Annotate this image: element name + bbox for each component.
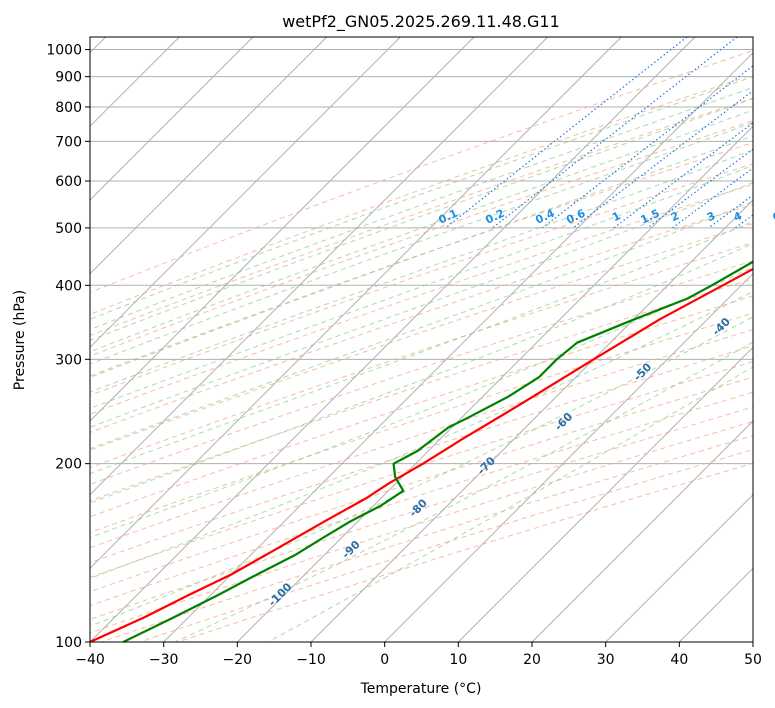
isotherm--30 xyxy=(163,51,753,642)
mixing-ratio-label: 6 xyxy=(770,209,775,224)
y-tick-label: 400 xyxy=(55,278,82,294)
x-tick-label: 30 xyxy=(597,652,615,668)
dry-adiabat--20 xyxy=(90,74,753,315)
plot-frame xyxy=(89,36,754,643)
y-tick-label: 500 xyxy=(55,221,82,237)
sounding-layer xyxy=(90,260,753,642)
y-tick-label: 800 xyxy=(55,100,82,116)
isotherm--80 xyxy=(90,37,401,349)
moist-adiabat-40 xyxy=(174,341,753,642)
x-tick-label: 20 xyxy=(523,652,541,668)
y-tick-label: 700 xyxy=(55,134,82,150)
dry-adiabat--30 xyxy=(90,50,753,293)
isotherm--70 xyxy=(90,37,475,422)
x-axis-label: Temperature (°C) xyxy=(360,681,482,697)
dry-adiabat-10 xyxy=(90,142,753,377)
moist-adiabat-20 xyxy=(90,220,753,475)
dry-adiabat-90 xyxy=(90,295,753,518)
series-dewpoint xyxy=(122,260,753,642)
x-tick-label: −40 xyxy=(75,652,105,668)
dry-adiabat-150 xyxy=(90,391,753,607)
mixing-ratio-line-0.4 xyxy=(542,65,753,229)
mixing-ratio-line-0.2 xyxy=(492,37,738,229)
mixing-ratio-line-0.6 xyxy=(572,89,753,229)
isotherm-10 xyxy=(457,346,753,642)
isotherm--100 xyxy=(90,37,254,201)
mixing-ratio-line-2 xyxy=(672,167,753,229)
axes-layer: −40 −30 −20 −10 0 10 20 30 40 50 1000 900 800 700 600 5… xyxy=(46,43,762,668)
dry-adiabat-70 xyxy=(90,260,753,485)
y-tick-label: 300 xyxy=(55,352,82,368)
y-axis-label: Pressure (hPa) xyxy=(12,290,28,390)
moist-adiabat-24 xyxy=(90,242,753,504)
y-tick-label: 1000 xyxy=(46,43,82,59)
x-tick-label: 0 xyxy=(380,652,389,668)
chart-title: wetPf2_GN05.2025.269.11.48.G11 xyxy=(282,12,560,32)
dry-adiabat-30 xyxy=(90,183,753,415)
isotherm--50 xyxy=(90,37,622,570)
dry-adiabats-layer xyxy=(90,50,753,642)
x-tick-label: −30 xyxy=(149,652,179,668)
grid-layer xyxy=(90,37,753,642)
moist-adiabat-8 xyxy=(90,164,753,410)
isotherm--40 xyxy=(90,37,696,642)
moist-adiabat-0 xyxy=(90,135,753,378)
moist-adiabat-16 xyxy=(90,200,753,450)
dry-adiabat-110 xyxy=(90,329,753,549)
isotherm--60 xyxy=(90,37,549,496)
dry-adiabat-140 xyxy=(90,376,753,593)
y-tick-label: 900 xyxy=(55,70,82,86)
x-tick-label: −10 xyxy=(296,652,326,668)
moist-adiabat--4 xyxy=(90,122,753,365)
x-tick-label: 10 xyxy=(449,652,467,668)
mixing-ratio-layer xyxy=(445,37,753,229)
isotherm--20 xyxy=(236,125,753,642)
isotherm-30 xyxy=(605,493,753,642)
isotherm-0 xyxy=(384,272,753,642)
plot-background xyxy=(90,37,753,642)
dry-adiabat-60 xyxy=(90,241,753,469)
x-tick-label: 50 xyxy=(744,652,762,668)
moist-adiabat-36 xyxy=(90,316,753,627)
moist-adiabat-12 xyxy=(90,181,753,428)
x-tick-label: −20 xyxy=(223,652,253,668)
dry-adiabat-40 xyxy=(90,203,753,433)
dry-adiabat--10 xyxy=(90,97,753,337)
moist-adiabat--8 xyxy=(90,109,753,353)
y-tick-label: 600 xyxy=(55,174,82,190)
y-tick-label: 100 xyxy=(55,635,82,651)
series-temperature xyxy=(90,267,753,642)
moist-adiabat--16 xyxy=(90,86,753,331)
dry-adiabat-120 xyxy=(90,345,753,564)
isotherm-20 xyxy=(531,420,753,642)
dry-adiabat-20 xyxy=(90,163,753,396)
isotherm--90 xyxy=(90,37,328,275)
x-tick-label: 40 xyxy=(670,652,688,668)
moist-adiabats-layer xyxy=(90,76,753,642)
y-tick-label: 200 xyxy=(55,457,82,473)
